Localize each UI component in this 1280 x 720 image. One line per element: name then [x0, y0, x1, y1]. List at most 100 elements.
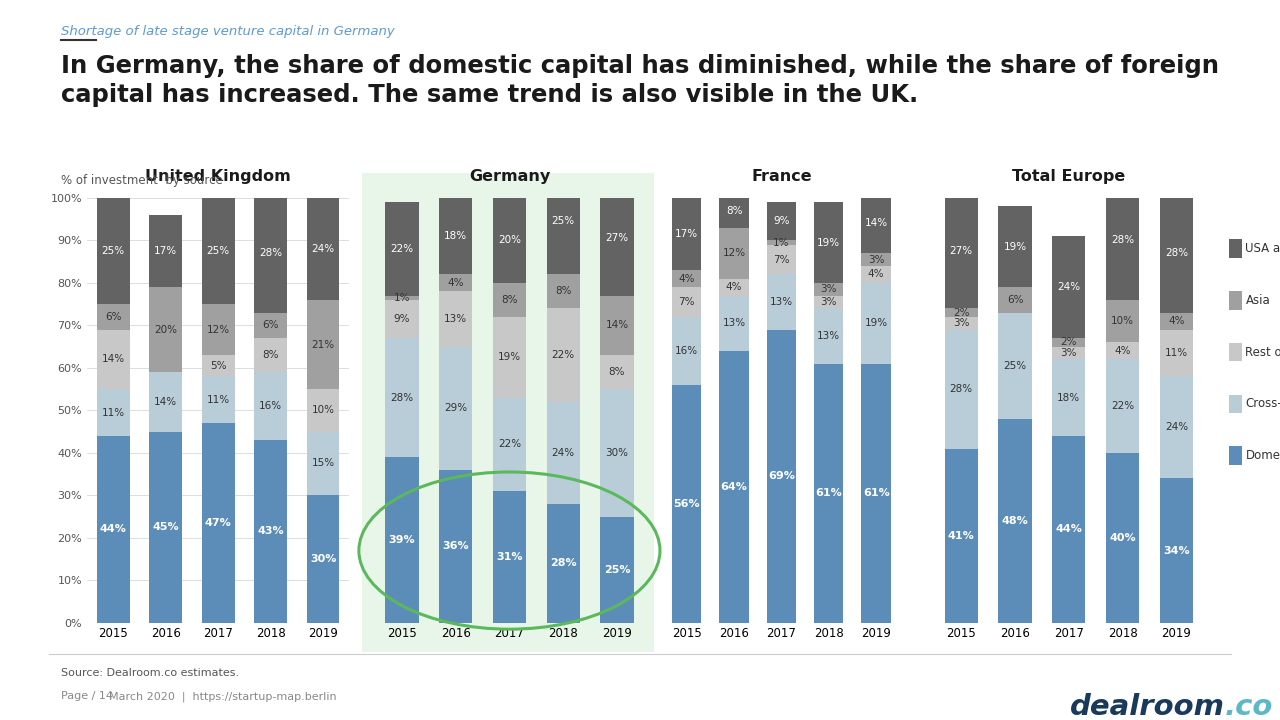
Text: Rest of World: Rest of World: [1245, 346, 1280, 359]
Text: 3%: 3%: [820, 297, 837, 307]
Bar: [307, 389, 339, 431]
Text: 8%: 8%: [262, 350, 279, 360]
Text: % of investment  by source: % of investment by source: [61, 174, 223, 187]
Text: 45%: 45%: [152, 522, 179, 532]
Text: 13%: 13%: [817, 331, 841, 341]
Bar: [672, 287, 701, 317]
Bar: [945, 330, 978, 449]
Text: 25%: 25%: [604, 564, 630, 575]
Bar: [439, 470, 472, 623]
Text: 48%: 48%: [1002, 516, 1028, 526]
Bar: [547, 168, 580, 274]
Bar: [439, 274, 472, 292]
Text: 17%: 17%: [154, 246, 178, 256]
Bar: [1160, 478, 1193, 623]
Text: 22%: 22%: [390, 244, 413, 254]
Text: 8%: 8%: [609, 367, 625, 377]
Text: 61%: 61%: [815, 488, 842, 498]
Bar: [672, 385, 701, 623]
Bar: [719, 194, 749, 228]
Bar: [150, 372, 182, 431]
Bar: [97, 330, 129, 389]
Text: 41%: 41%: [948, 531, 974, 541]
Text: 9%: 9%: [394, 314, 410, 324]
Bar: [255, 312, 287, 338]
Text: March 2020  |  https://startup-map.berlin: March 2020 | https://startup-map.berlin: [109, 691, 337, 702]
Bar: [1160, 330, 1193, 377]
Bar: [1052, 436, 1085, 623]
Bar: [307, 431, 339, 495]
Bar: [493, 397, 526, 491]
Text: Asia: Asia: [1245, 294, 1270, 307]
Text: 36%: 36%: [443, 541, 468, 552]
Text: 17%: 17%: [675, 229, 699, 239]
Text: 28%: 28%: [390, 392, 413, 402]
Text: 8%: 8%: [556, 287, 571, 297]
Bar: [719, 351, 749, 623]
Text: Cross-border: Cross-border: [1245, 397, 1280, 410]
Bar: [945, 449, 978, 623]
Bar: [385, 338, 419, 457]
Bar: [307, 198, 339, 300]
Bar: [255, 440, 287, 623]
Text: 14%: 14%: [864, 218, 888, 228]
Bar: [493, 283, 526, 317]
Text: 44%: 44%: [1056, 524, 1082, 534]
Bar: [814, 296, 844, 308]
Text: Shortage of late stage venture capital in Germany: Shortage of late stage venture capital i…: [61, 25, 396, 38]
Text: In Germany, the share of domestic capital has diminished, while the share of for: In Germany, the share of domestic capita…: [61, 54, 1220, 107]
Bar: [719, 296, 749, 351]
Text: 4%: 4%: [1115, 346, 1130, 356]
Text: 31%: 31%: [497, 552, 522, 562]
Text: 16%: 16%: [675, 346, 699, 356]
Bar: [493, 317, 526, 397]
Text: 61%: 61%: [863, 488, 890, 498]
Bar: [767, 330, 796, 623]
Bar: [1106, 300, 1139, 343]
Bar: [861, 283, 891, 364]
Text: 18%: 18%: [444, 231, 467, 241]
Text: 30%: 30%: [605, 448, 628, 458]
Bar: [672, 198, 701, 270]
Bar: [1052, 359, 1085, 436]
Text: 4%: 4%: [1169, 316, 1184, 326]
Text: 4%: 4%: [448, 278, 463, 288]
Bar: [385, 202, 419, 296]
Text: 1%: 1%: [394, 293, 410, 303]
Bar: [814, 364, 844, 623]
Bar: [1106, 453, 1139, 623]
Text: 14%: 14%: [101, 354, 125, 364]
Title: Total Europe: Total Europe: [1012, 169, 1125, 184]
Text: 44%: 44%: [100, 524, 127, 534]
Text: 25%: 25%: [206, 246, 230, 256]
Bar: [202, 355, 234, 377]
Bar: [998, 419, 1032, 623]
Bar: [1106, 181, 1139, 300]
Bar: [998, 287, 1032, 312]
Text: 15%: 15%: [311, 459, 335, 469]
Text: 22%: 22%: [1111, 401, 1134, 411]
Text: 3%: 3%: [954, 318, 969, 328]
Text: Domestic: Domestic: [1245, 449, 1280, 462]
Text: 28%: 28%: [1111, 235, 1134, 246]
Text: 11%: 11%: [1165, 348, 1188, 358]
Text: 3%: 3%: [1061, 348, 1076, 358]
Bar: [97, 198, 129, 304]
Text: Page / 14: Page / 14: [61, 691, 114, 701]
Text: 3%: 3%: [820, 284, 837, 294]
Bar: [861, 266, 891, 283]
Bar: [814, 308, 844, 364]
Text: 8%: 8%: [726, 206, 742, 216]
Text: 39%: 39%: [389, 535, 415, 545]
Text: 19%: 19%: [817, 238, 841, 248]
Text: 22%: 22%: [498, 439, 521, 449]
Text: Source: Dealroom.co estimates.: Source: Dealroom.co estimates.: [61, 668, 239, 678]
Title: France: France: [751, 169, 812, 184]
Text: 9%: 9%: [773, 217, 790, 226]
Bar: [97, 436, 129, 623]
Bar: [719, 279, 749, 296]
Text: 1%: 1%: [773, 238, 790, 248]
Text: 4%: 4%: [678, 274, 695, 284]
Text: 11%: 11%: [206, 395, 230, 405]
Bar: [767, 274, 796, 330]
